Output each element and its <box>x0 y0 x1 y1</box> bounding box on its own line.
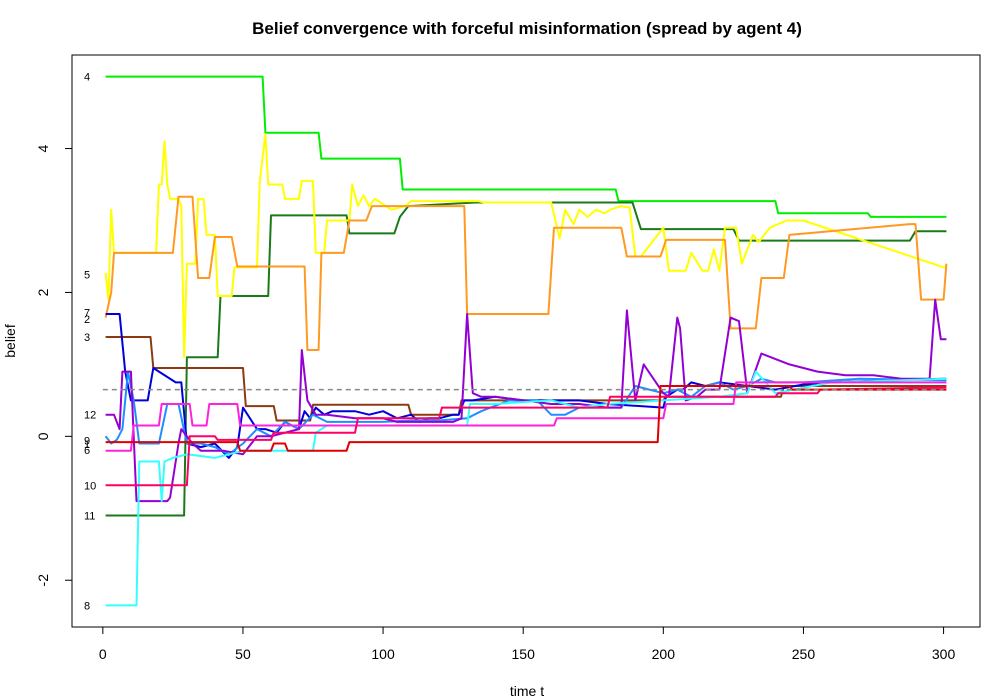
agent-label-12: 12 <box>84 410 96 422</box>
x-tick-label: 300 <box>932 646 956 662</box>
agent-label-9: 9 <box>84 436 90 448</box>
agent-label-5: 5 <box>84 269 90 281</box>
series-line-2 <box>105 201 947 517</box>
y-axis-label: belief <box>2 324 18 358</box>
agent-label-6: 6 <box>84 445 90 457</box>
x-tick-label: 100 <box>371 646 395 662</box>
y-axis: -2 0 2 4 <box>35 144 73 587</box>
x-axis-label: time t <box>510 683 544 699</box>
x-tick-label: 250 <box>792 646 816 662</box>
series-line-3 <box>104 133 947 359</box>
agent-label-3: 3 <box>84 332 90 344</box>
agent-label-7: 7 <box>84 308 90 320</box>
y-tick-label: 0 <box>35 432 51 440</box>
x-tick-label: 150 <box>512 646 536 662</box>
series-line-12 <box>105 385 947 452</box>
series-line-8 <box>105 298 947 503</box>
series-line-11 <box>105 386 947 487</box>
plot-series <box>104 75 948 607</box>
x-tick-label: 0 <box>99 646 107 662</box>
series-line-1 <box>105 75 947 218</box>
y-tick-label: -2 <box>35 574 51 587</box>
chart-title: Belief convergence with forceful misinfo… <box>252 19 802 38</box>
y-tick-label: 4 <box>35 144 51 152</box>
agent-label-11: 11 <box>84 510 95 522</box>
series-line-10 <box>105 381 947 452</box>
agent-labels: 4 5 72 3 12 916 10 11 8 <box>84 72 96 613</box>
x-axis: 0 50 100 150 200 250 300 <box>99 626 956 662</box>
series-line-4 <box>104 195 948 351</box>
agent-label-2: 2 <box>84 314 90 326</box>
agent-label-8: 8 <box>84 600 90 612</box>
agent-label-1: 1 <box>84 439 90 451</box>
x-tick-label: 200 <box>652 646 676 662</box>
plot-frame <box>71 54 981 628</box>
x-tick-label: 50 <box>235 646 251 662</box>
y-tick-label: 2 <box>35 288 51 296</box>
agent-label-10: 10 <box>84 480 96 492</box>
agent-label-4: 4 <box>84 72 90 84</box>
